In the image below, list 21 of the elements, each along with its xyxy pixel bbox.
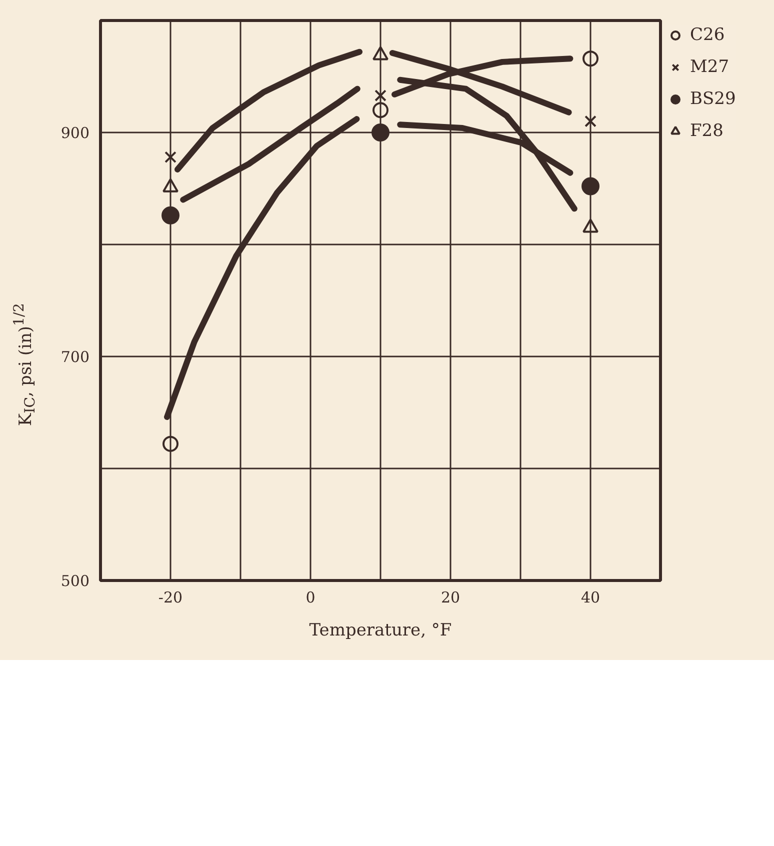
point	[374, 90, 386, 102]
y-tick-label: 700	[60, 348, 90, 366]
y-tick-label: 900	[60, 124, 90, 142]
point	[372, 102, 388, 118]
x-axis-title: Temperature, °F	[309, 620, 452, 640]
y-tick-label: 500	[60, 572, 90, 590]
legend-label: BS29	[690, 89, 736, 109]
x-tick-label: -20	[158, 588, 183, 606]
point	[582, 177, 600, 196]
legend-label: M27	[690, 57, 730, 77]
point	[162, 436, 178, 452]
x-tick-label: 20	[440, 588, 460, 606]
x-tick-label: 0	[306, 588, 316, 606]
point	[582, 50, 598, 67]
x-tick-label: 40	[580, 588, 600, 606]
point	[372, 124, 390, 142]
legend-label: F28	[690, 121, 724, 141]
point	[164, 151, 176, 164]
point	[162, 206, 180, 224]
point	[584, 115, 596, 128]
legend-label: C26	[690, 25, 725, 45]
